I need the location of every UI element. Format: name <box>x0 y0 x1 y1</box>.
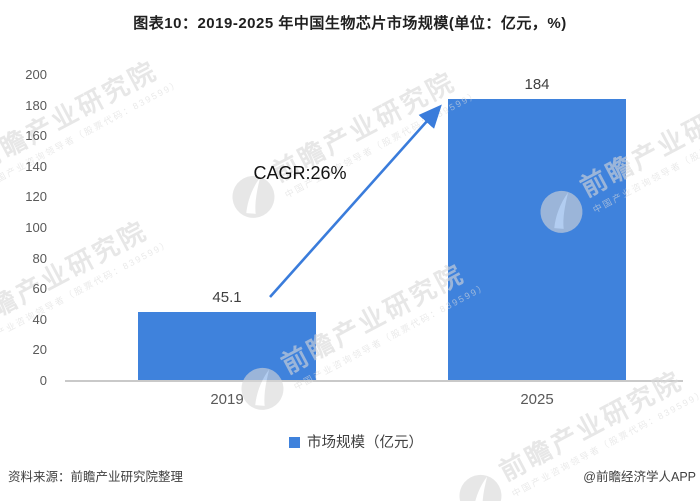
watermark: 前瞻产业研究院 中国产业咨询领导者（股票代码：839599） <box>223 61 482 227</box>
x-category-label: 2019 <box>210 391 244 408</box>
watermark-logo-icon <box>459 474 502 501</box>
cagr-annotation: CAGR:26% <box>253 163 347 183</box>
bar-2025 <box>448 99 626 381</box>
legend-swatch-icon <box>289 437 300 448</box>
bar-value-label: 45.1 <box>212 288 242 306</box>
y-tick-label: 20 <box>32 342 47 358</box>
y-tick-label: 80 <box>32 250 47 266</box>
y-tick-label: 200 <box>25 67 47 82</box>
source-note: 资料来源：前瞻产业研究院整理 <box>8 470 184 484</box>
y-tick-label: 120 <box>25 189 47 205</box>
y-tick-label: 160 <box>25 128 47 144</box>
legend: 市场规模（亿元） <box>289 431 423 452</box>
y-tick-label: 40 <box>32 311 47 327</box>
y-tick-label: 60 <box>32 281 47 297</box>
y-tick-label: 180 <box>25 97 47 113</box>
bar-2019 <box>138 311 316 381</box>
bar-value-label: 184 <box>524 76 550 94</box>
y-tick-label: 0 <box>39 373 47 388</box>
chart-title: 图表10：2019-2025 年中国生物芯片市场规模(单位：亿元，%) <box>133 15 567 32</box>
y-tick-label: 100 <box>25 220 47 235</box>
x-category-label: 2025 <box>520 391 554 408</box>
x-axis-line <box>65 380 683 382</box>
y-tick-label: 140 <box>25 158 47 174</box>
legend-label: 市场规模（亿元） <box>307 435 423 451</box>
credit-note: @前瞻经济学人APP <box>583 470 696 484</box>
